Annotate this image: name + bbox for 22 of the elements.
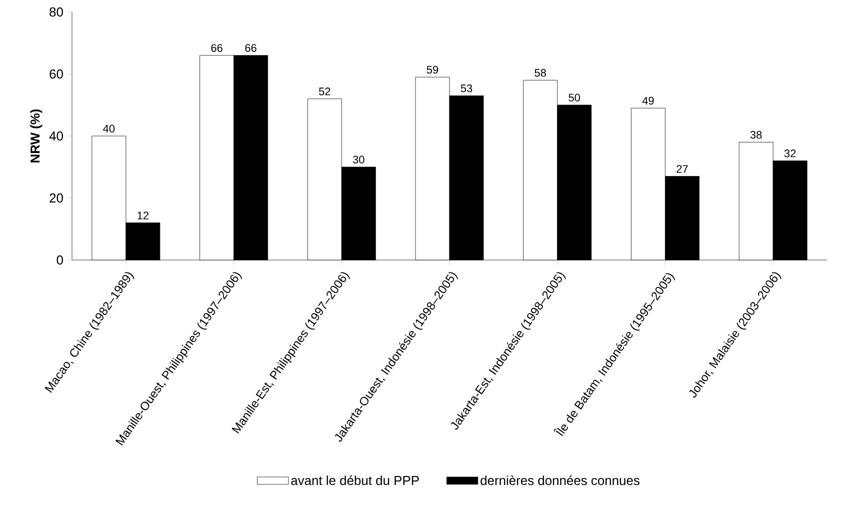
data-label: 66	[245, 44, 256, 52]
y-tick-label: 0	[56, 255, 63, 265]
data-label: 59	[426, 66, 438, 74]
legend-label: avant le début du PPP	[291, 475, 419, 486]
data-label: 38	[750, 130, 762, 139]
data-label: 27	[676, 165, 688, 173]
y-tick-label: 40	[49, 131, 63, 141]
y-tick-label: 80	[50, 7, 63, 17]
y-tick-label: 20	[50, 193, 63, 203]
data-label: 49	[642, 96, 654, 105]
data-label: 53	[460, 84, 472, 92]
y-axis-title: NRW (%)	[30, 109, 42, 162]
data-label: 66	[211, 44, 222, 52]
y-tick-label: 60	[50, 69, 63, 79]
data-label: 12	[138, 212, 148, 220]
data-label: 52	[318, 88, 330, 96]
data-label: 58	[534, 68, 546, 77]
data-label: 50	[568, 94, 580, 102]
legend-label: dernières données connues	[480, 475, 640, 486]
data-label: 40	[103, 124, 115, 132]
data-label: 32	[784, 150, 796, 158]
data-label: 30	[352, 156, 364, 164]
